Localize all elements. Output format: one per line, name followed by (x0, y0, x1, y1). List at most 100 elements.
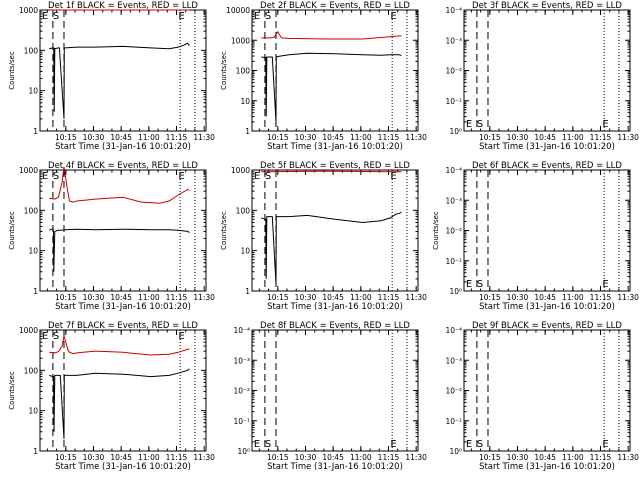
x-tick-label: 10:45 (110, 133, 132, 142)
plot-frame (251, 169, 419, 292)
x-tick-label: 11:30 (193, 453, 215, 462)
x-tick-label: 10:15 (479, 453, 501, 462)
x-axis-label: Start Time (31-Jan-16 10:01:20) (55, 302, 191, 312)
plot-frame (39, 169, 207, 292)
y-tick-label: 10⁻³ (445, 36, 462, 45)
x-tick-label: 11:30 (617, 293, 639, 302)
region-marker-e: E (254, 11, 260, 22)
plot-frame (463, 9, 631, 132)
chart-title: Det 4f BLACK = Events, RED = LLD (48, 161, 198, 171)
y-tick-label: 100 (24, 206, 39, 215)
y-tick-label: 100 (236, 67, 251, 76)
plot-frame (39, 329, 207, 452)
x-tick-label: 10:45 (322, 293, 344, 302)
y-tick-label: 1 (33, 447, 38, 456)
y-tick-label: 10⁻⁴ (445, 6, 462, 15)
lld-series-line (49, 336, 190, 356)
plot-frame (39, 9, 207, 132)
x-tick-label: 11:30 (617, 133, 639, 142)
y-tick-label: 1 (33, 127, 38, 136)
region-marker-e: E (466, 439, 472, 450)
region-marker-e: E (178, 331, 184, 342)
region-marker-s: S (53, 171, 59, 182)
x-tick-label: 11:00 (562, 293, 584, 302)
x-tick-label: 10:30 (295, 133, 317, 142)
y-tick-label: 100 (236, 206, 251, 215)
y-tick-label: 10⁻⁴ (445, 326, 462, 335)
x-tick-label: 10:30 (507, 293, 529, 302)
x-axis-label: Start Time (31-Jan-16 10:01:20) (479, 302, 615, 312)
chart-panel-5: Det 5f BLACK = Events, RED = LLD 1000 100 1… (220, 161, 427, 312)
y-tick-label: 10⁻⁴ (233, 326, 250, 335)
x-tick-label: 11:00 (138, 453, 160, 462)
x-tick-label: 11:15 (378, 133, 400, 142)
x-tick-label: 11:00 (562, 453, 584, 462)
y-tick-label: 10 (28, 407, 38, 416)
chart-panel-1: Det 1f BLACK = Events, RED = LLD 1000 100 1… (8, 1, 215, 152)
y-tick-label: 1000 (19, 6, 38, 15)
chart-title: Det 9f BLACK = Events, RED = LLD (472, 321, 622, 331)
region-marker-s: S (265, 171, 271, 182)
x-tick-label: 10:15 (479, 133, 501, 142)
y-tick-label: 10⁻² (445, 227, 462, 236)
x-tick-label: 11:30 (405, 453, 427, 462)
x-tick-label: 10:45 (534, 133, 556, 142)
x-tick-label: 10:15 (267, 133, 289, 142)
y-tick-label: 1 (33, 287, 38, 296)
y-tick-label: 10⁻² (445, 67, 462, 76)
x-tick-label: 10:30 (295, 293, 317, 302)
x-axis-label: Start Time (31-Jan-16 10:01:20) (55, 142, 191, 152)
lld-series-line (261, 30, 402, 40)
region-marker-e: E (466, 279, 472, 290)
y-tick-label: 10⁰ (449, 127, 462, 136)
y-axis-label: Counts/sec (220, 51, 228, 90)
y-tick-label: 1 (245, 287, 250, 296)
region-marker-e: E (390, 439, 396, 450)
y-tick-label: 10⁻⁴ (445, 166, 462, 175)
x-tick-label: 10:30 (295, 453, 317, 462)
chart-panel-4: Det 4f BLACK = Events, RED = LLD 1000 100 1… (8, 161, 215, 312)
chart-title: Det 6f BLACK = Events, RED = LLD (472, 161, 622, 171)
x-axis-label: Start Time (31-Jan-16 10:01:20) (267, 462, 403, 472)
chart-title: Det 2f BLACK = Events, RED = LLD (260, 1, 410, 11)
plot-frame (463, 169, 631, 292)
region-marker-e: E (390, 171, 396, 182)
y-axis-label: Counts/sec (220, 211, 228, 250)
region-marker-e: E (254, 171, 260, 182)
y-tick-label: 10000 (226, 6, 250, 15)
y-tick-label: 10⁻³ (445, 196, 462, 205)
x-tick-label: 11:00 (350, 133, 372, 142)
x-tick-label: 11:15 (590, 133, 612, 142)
y-tick-label: 10 (240, 247, 250, 256)
y-tick-label: 100 (24, 46, 39, 55)
y-tick-label: 10⁰ (449, 447, 462, 456)
lld-series-line (261, 170, 402, 173)
chart-title: Det 3f BLACK = Events, RED = LLD (472, 1, 622, 11)
y-tick-label: 10⁻³ (233, 356, 250, 365)
x-tick-label: 10:45 (534, 293, 556, 302)
region-marker-e: E (466, 119, 472, 130)
x-tick-label: 10:15 (55, 133, 77, 142)
x-tick-label: 11:15 (590, 453, 612, 462)
x-tick-label: 11:00 (138, 293, 160, 302)
y-tick-label: 10⁻¹ (445, 97, 462, 106)
x-tick-label: 10:30 (83, 133, 105, 142)
x-tick-label: 11:15 (590, 293, 612, 302)
x-tick-label: 11:30 (193, 293, 215, 302)
plot-frame (463, 329, 631, 452)
region-marker-e: E (178, 11, 184, 22)
x-tick-label: 10:30 (83, 453, 105, 462)
plot-frame (251, 329, 419, 452)
y-tick-label: 10⁻² (233, 387, 250, 396)
y-tick-label: 10⁰ (237, 447, 250, 456)
y-axis-label: Counts/sec (8, 371, 16, 410)
y-tick-label: 1000 (231, 166, 250, 175)
events-series-line (49, 42, 190, 119)
region-marker-s: S (53, 11, 59, 22)
events-series-line (261, 211, 402, 284)
chart-title: Det 7f BLACK = Events, RED = LLD (48, 321, 198, 331)
region-marker-s: S (477, 119, 483, 130)
x-axis-label: Start Time (31-Jan-16 10:01:20) (479, 142, 615, 152)
x-tick-label: 10:45 (322, 133, 344, 142)
